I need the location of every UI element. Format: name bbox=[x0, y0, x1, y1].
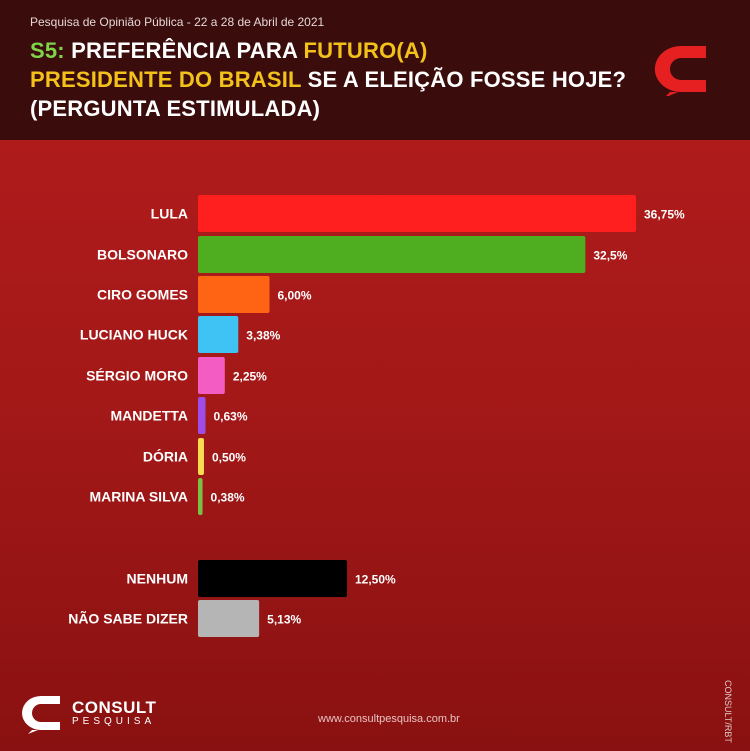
category-label-bolsonaro: BOLSONARO bbox=[97, 247, 188, 263]
bar-nao-sabe-dizer bbox=[198, 600, 260, 637]
website-link[interactable]: www.consultpesquisa.com.br bbox=[318, 713, 460, 725]
value-label-nenhum: 12,50% bbox=[355, 573, 396, 587]
category-label-luciano-huck: LUCIANO HUCK bbox=[80, 327, 188, 343]
category-label-nao-sabe-dizer: NÃO SABE DIZER bbox=[68, 610, 188, 627]
bar-sergio-moro bbox=[198, 357, 225, 394]
brand-subtitle: PESQUISA bbox=[72, 716, 156, 727]
bar-ciro-gomes bbox=[198, 276, 270, 313]
category-label-lula: LULA bbox=[151, 206, 188, 222]
value-label-luciano-huck: 3,38% bbox=[246, 329, 280, 343]
consult-logo-icon bbox=[654, 46, 706, 96]
brand-name: CONSULT bbox=[72, 698, 157, 717]
bar-mandetta bbox=[198, 397, 206, 434]
bar-lula bbox=[198, 195, 636, 232]
value-label-ciro-gomes: 6,00% bbox=[278, 289, 312, 303]
value-label-sergio-moro: 2,25% bbox=[233, 370, 267, 384]
image-credit: CONSULT/RBT bbox=[723, 680, 733, 743]
title-highlight2: PRESIDENTE DO BRASIL bbox=[30, 67, 302, 92]
title-prefix: S5: bbox=[30, 38, 65, 63]
bar-chart: LULA 36,75% BOLSONARO 32,5% CIRO GOMES 6,00% L… bbox=[68, 195, 685, 637]
value-label-marina-silva: 0,38% bbox=[211, 491, 245, 505]
bar-marina-silva bbox=[198, 478, 203, 515]
title-part1: PREFERÊNCIA PARA bbox=[64, 38, 304, 63]
title-highlight1: FUTURO(A) bbox=[303, 38, 428, 63]
category-label-marina-silva: MARINA SILVA bbox=[89, 489, 188, 505]
bar-nenhum bbox=[198, 560, 347, 597]
survey-info: Pesquisa de Opinião Pública - 22 a 28 de… bbox=[30, 15, 325, 29]
bar-bolsonaro bbox=[198, 236, 586, 273]
consult-footer-logo-icon bbox=[22, 696, 60, 734]
category-label-nenhum: NENHUM bbox=[127, 571, 188, 587]
bar-doria bbox=[198, 438, 204, 475]
category-label-sergio-moro: SÉRGIO MORO bbox=[86, 368, 188, 384]
category-label-doria: DÓRIA bbox=[143, 448, 188, 465]
category-label-ciro-gomes: CIRO GOMES bbox=[97, 287, 188, 303]
page-title: S5: PREFERÊNCIA PARA FUTURO(A) PRESIDENTE… bbox=[30, 36, 630, 123]
header: Pesquisa de Opinião Pública - 22 a 28 de… bbox=[0, 0, 750, 140]
value-label-bolsonaro: 32,5% bbox=[593, 249, 627, 263]
value-label-lula: 36,75% bbox=[644, 208, 685, 222]
bar-luciano-huck bbox=[198, 316, 239, 353]
value-label-doria: 0,50% bbox=[212, 451, 246, 465]
category-label-mandetta: MANDETTA bbox=[110, 408, 188, 424]
value-label-nao-sabe-dizer: 5,13% bbox=[267, 613, 301, 627]
title-part2: SE A ELEIÇÃO FOSSE HOJE? (PERGUNTA ESTIM… bbox=[30, 67, 627, 121]
value-label-mandetta: 0,63% bbox=[214, 410, 248, 424]
